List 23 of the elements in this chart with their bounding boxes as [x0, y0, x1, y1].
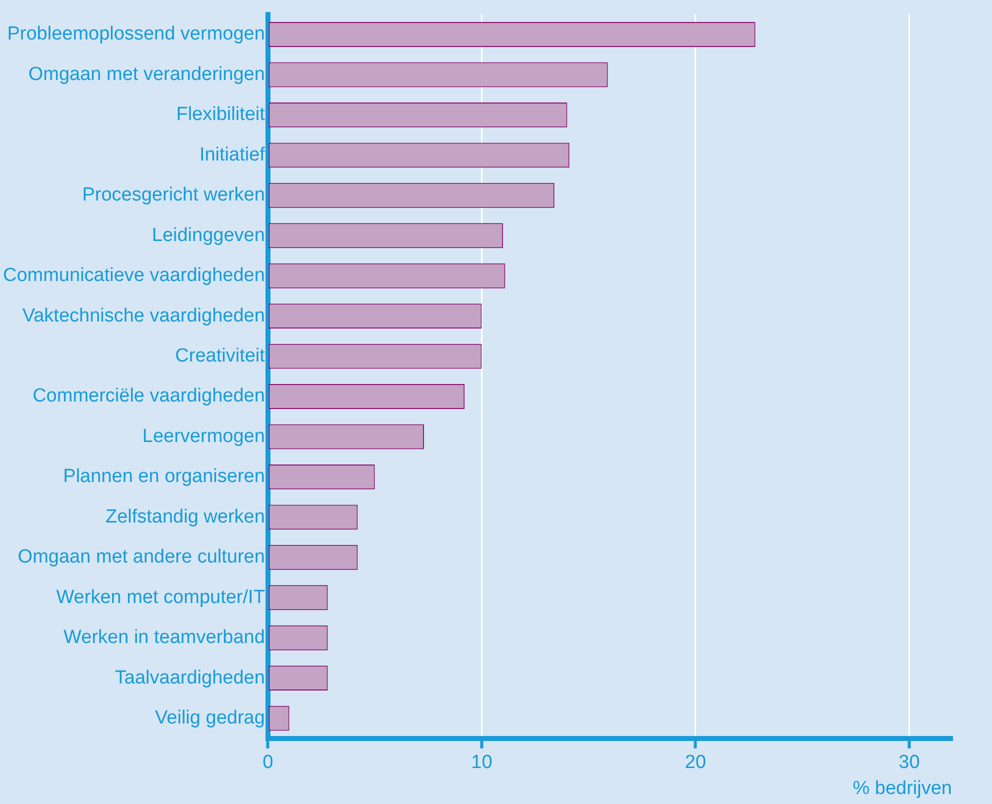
- y-tick-label: Leidinggeven: [152, 224, 265, 246]
- y-tick-label: Probleemoplossend vermogen: [7, 24, 265, 45]
- y-tick-label: Flexibiliteit: [176, 104, 266, 126]
- y-tick-label: Werken in teamverband: [64, 627, 265, 648]
- x-tick-label: 0: [262, 752, 274, 774]
- y-tick-label: Communicatieve vaardigheden: [2, 265, 265, 286]
- y-tick-label: Plannen en organiseren: [63, 466, 265, 488]
- x-tick-label: 20: [684, 752, 706, 774]
- x-axis-title: % bedrijven: [852, 778, 952, 799]
- x-tick-label: 30: [898, 752, 920, 774]
- y-tick-label: Procesgericht werken: [82, 184, 265, 206]
- y-tick-label: Leervermogen: [142, 426, 265, 447]
- x-tick-label: 10: [471, 752, 492, 774]
- y-tick-label: Omgaan met veranderingen: [28, 64, 265, 85]
- y-tick-label: Veilig gedrag: [155, 708, 265, 729]
- y-tick-label: Initiatief: [199, 144, 266, 166]
- y-tick-label: Creativiteit: [175, 346, 266, 367]
- y-tick-label: Vaktechnische vaardigheden: [22, 305, 265, 326]
- y-tick-label: Taalvaardigheden: [114, 667, 265, 688]
- y-tick-label: Zelfstandig werken: [105, 506, 265, 528]
- y-tick-label: Commerciële vaardigheden: [32, 386, 265, 407]
- y-tick-label: Werken met computer/IT: [56, 586, 266, 608]
- y-tick-label: Omgaan met andere culturen: [18, 546, 265, 568]
